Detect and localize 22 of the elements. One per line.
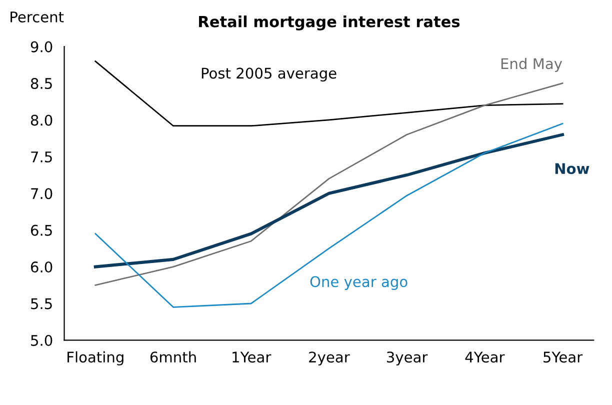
x-tick-label: 5Year [544,352,583,363]
y-tick-label: 5.5 [31,298,52,310]
y-tick-label: 7.5 [31,152,52,162]
y-tick-label: 8.0 [30,114,52,126]
y-tick-label: 7.0 [31,188,52,200]
x-tick-label: Floating [68,351,124,366]
y-axis-title: Percent [10,12,64,22]
x-tick-label: 6mnth [150,351,196,363]
series-label: Now [555,163,590,174]
chart-title: Retail mortgage interest rates [199,16,460,30]
y-tick-label: 5.0 [31,334,52,346]
x-tick-label: 1Year [232,352,272,363]
text: Post 2005 average [202,68,336,82]
series-label: One year ago [310,276,408,290]
y-tick-label: 6.5 [30,224,52,236]
x-tick-label: 3year [387,352,428,366]
series-label: End May [501,58,562,72]
y-tick-label: 9.0 [30,41,52,52]
x-tick-label: 4Year [465,352,505,363]
y-tick-label: 8.5 [30,78,52,90]
x-tick-label: 2year [309,352,350,366]
y-tick-label: 6.0 [30,262,52,273]
